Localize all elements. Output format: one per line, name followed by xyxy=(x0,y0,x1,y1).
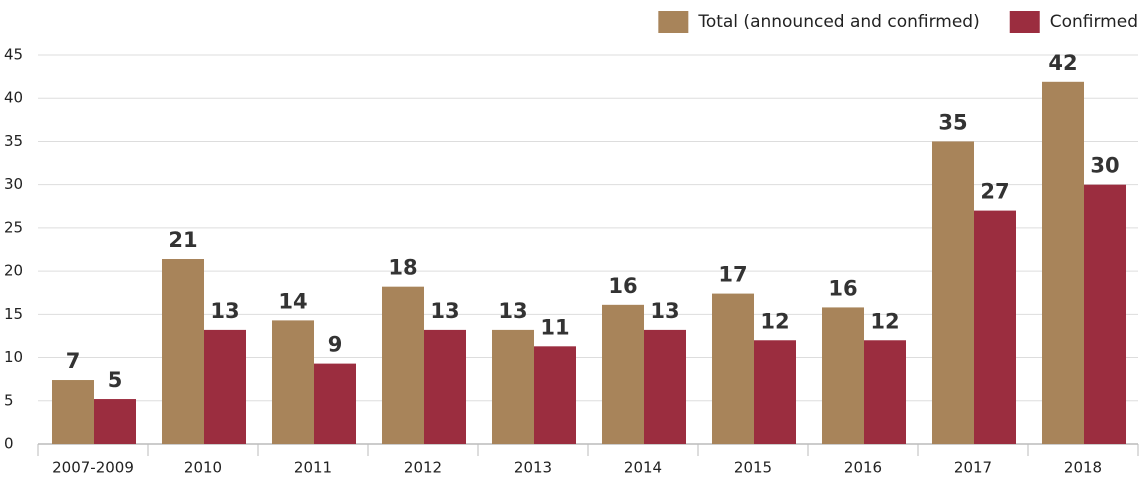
legend-label: Total (announced and confirmed) xyxy=(697,12,979,32)
x-tick-label: 2015 xyxy=(734,459,772,477)
y-tick-label: 40 xyxy=(4,89,23,107)
x-tick-label: 2016 xyxy=(844,459,882,477)
value-label: 30 xyxy=(1090,154,1119,178)
legend-swatch xyxy=(1009,11,1040,33)
value-label: 17 xyxy=(718,263,747,287)
bar xyxy=(492,329,534,444)
bar xyxy=(94,399,136,444)
x-tick-label: 2012 xyxy=(404,459,442,477)
value-label: 16 xyxy=(828,276,857,300)
y-tick-label: 45 xyxy=(4,46,23,64)
legend-swatch xyxy=(658,11,689,33)
y-tick-label: 30 xyxy=(4,175,23,193)
bar xyxy=(534,346,576,444)
bar xyxy=(162,259,204,444)
bar xyxy=(314,363,356,444)
value-label: 11 xyxy=(540,315,569,339)
bar xyxy=(52,380,94,444)
x-tick-label: 2014 xyxy=(624,459,662,477)
bar xyxy=(424,329,466,444)
x-tick-label: 2017 xyxy=(954,459,992,477)
y-tick-label: 35 xyxy=(4,132,23,150)
value-label: 18 xyxy=(388,256,417,280)
bar xyxy=(644,329,686,444)
bar xyxy=(932,141,974,444)
value-label: 13 xyxy=(498,299,527,323)
bar xyxy=(1042,81,1084,444)
value-label: 13 xyxy=(650,299,679,323)
bar xyxy=(822,307,864,444)
y-tick-label: 15 xyxy=(4,305,23,323)
x-tick-label: 2018 xyxy=(1064,459,1102,477)
value-label: 27 xyxy=(980,180,1009,204)
value-label: 13 xyxy=(210,299,239,323)
bar xyxy=(754,340,796,444)
value-label: 21 xyxy=(168,228,197,252)
bar xyxy=(272,320,314,444)
bar xyxy=(1084,184,1126,444)
value-label: 42 xyxy=(1048,51,1077,75)
y-tick-label: 20 xyxy=(4,262,23,280)
value-label: 14 xyxy=(278,289,307,313)
value-label: 13 xyxy=(430,299,459,323)
value-label: 5 xyxy=(108,368,123,392)
bar xyxy=(602,304,644,444)
value-label: 12 xyxy=(870,309,899,333)
x-tick-label: 2007-2009 xyxy=(52,459,134,477)
x-tick-label: 2010 xyxy=(184,459,222,477)
bar xyxy=(864,340,906,444)
x-tick-label: 2011 xyxy=(294,459,332,477)
value-label: 35 xyxy=(938,110,967,134)
x-tick-label: 2013 xyxy=(514,459,552,477)
y-tick-label: 10 xyxy=(4,348,23,366)
y-tick-label: 25 xyxy=(4,218,23,236)
legend-label: Confirmed xyxy=(1050,12,1138,32)
bar xyxy=(382,286,424,444)
y-tick-label: 0 xyxy=(4,435,14,453)
bar xyxy=(974,210,1016,444)
value-label: 9 xyxy=(328,333,343,357)
value-label: 7 xyxy=(66,349,81,373)
value-label: 16 xyxy=(608,274,637,298)
bar xyxy=(204,329,246,444)
bar xyxy=(712,293,754,444)
value-label: 12 xyxy=(760,309,789,333)
y-tick-label: 5 xyxy=(4,391,14,409)
